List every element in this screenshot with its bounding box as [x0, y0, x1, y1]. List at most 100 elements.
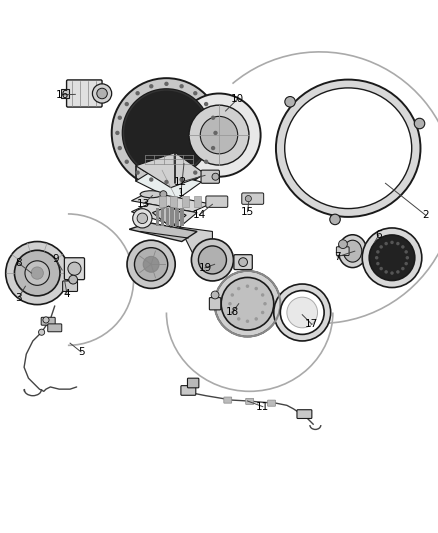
Circle shape: [261, 311, 265, 314]
FancyBboxPatch shape: [246, 398, 254, 405]
Circle shape: [117, 116, 122, 120]
Circle shape: [237, 287, 240, 290]
Circle shape: [376, 250, 380, 254]
Text: 6: 6: [375, 230, 382, 240]
Bar: [159, 197, 166, 207]
Polygon shape: [129, 223, 197, 241]
Circle shape: [39, 329, 45, 335]
Circle shape: [189, 105, 249, 165]
Circle shape: [230, 311, 234, 314]
Polygon shape: [131, 192, 210, 212]
FancyBboxPatch shape: [268, 400, 276, 406]
Polygon shape: [152, 206, 186, 227]
Circle shape: [68, 262, 81, 275]
Circle shape: [261, 293, 265, 297]
Ellipse shape: [140, 191, 162, 198]
Circle shape: [137, 213, 148, 223]
Circle shape: [134, 248, 168, 281]
Text: 18: 18: [226, 308, 239, 318]
Text: 1: 1: [177, 188, 184, 198]
Bar: [175, 208, 179, 226]
FancyBboxPatch shape: [336, 247, 349, 255]
Circle shape: [339, 240, 347, 248]
FancyBboxPatch shape: [224, 397, 232, 403]
Circle shape: [124, 90, 209, 176]
Circle shape: [127, 240, 175, 288]
Text: 17: 17: [305, 319, 318, 329]
FancyBboxPatch shape: [242, 193, 264, 204]
Circle shape: [31, 267, 43, 279]
Circle shape: [164, 82, 169, 86]
Text: 15: 15: [241, 207, 254, 217]
Circle shape: [180, 177, 184, 182]
Circle shape: [285, 96, 295, 107]
Bar: [180, 208, 184, 226]
Circle shape: [401, 245, 405, 249]
Circle shape: [330, 214, 340, 225]
Circle shape: [43, 317, 49, 323]
Circle shape: [375, 256, 378, 260]
Circle shape: [200, 116, 238, 154]
Circle shape: [164, 180, 169, 184]
Polygon shape: [136, 152, 206, 188]
Bar: [156, 208, 159, 226]
Circle shape: [149, 177, 153, 182]
Circle shape: [112, 78, 221, 188]
Text: 9: 9: [53, 254, 60, 264]
Polygon shape: [136, 170, 201, 201]
FancyBboxPatch shape: [48, 324, 62, 332]
Bar: [170, 208, 174, 226]
Circle shape: [211, 146, 215, 150]
Text: 10: 10: [231, 94, 244, 104]
Circle shape: [135, 171, 140, 175]
Circle shape: [143, 256, 159, 272]
Text: 13: 13: [137, 199, 150, 209]
Polygon shape: [131, 204, 197, 227]
Bar: [170, 197, 177, 207]
Text: 4: 4: [64, 289, 71, 299]
Circle shape: [204, 159, 208, 164]
Circle shape: [385, 242, 388, 245]
FancyBboxPatch shape: [187, 378, 199, 388]
Circle shape: [92, 84, 112, 103]
Text: 12: 12: [174, 177, 187, 187]
Circle shape: [245, 196, 251, 201]
Bar: [166, 208, 169, 226]
Circle shape: [379, 267, 383, 270]
Circle shape: [124, 102, 129, 106]
Text: 19: 19: [198, 263, 212, 273]
Circle shape: [404, 262, 408, 265]
Circle shape: [230, 293, 234, 297]
Circle shape: [239, 258, 247, 266]
Circle shape: [204, 102, 208, 106]
Bar: [161, 208, 164, 226]
Text: 5: 5: [78, 347, 85, 357]
Text: 8: 8: [15, 258, 22, 268]
FancyBboxPatch shape: [64, 258, 85, 280]
Circle shape: [379, 245, 383, 249]
Circle shape: [6, 241, 69, 304]
Circle shape: [376, 262, 380, 265]
Circle shape: [237, 317, 240, 321]
Text: 16: 16: [56, 90, 69, 100]
Circle shape: [362, 228, 422, 287]
Text: 14: 14: [193, 210, 206, 220]
Circle shape: [193, 91, 198, 95]
Circle shape: [211, 116, 215, 120]
FancyBboxPatch shape: [234, 255, 252, 270]
FancyBboxPatch shape: [41, 317, 55, 325]
Circle shape: [160, 191, 167, 198]
Circle shape: [390, 241, 394, 244]
Ellipse shape: [343, 240, 362, 262]
FancyBboxPatch shape: [297, 410, 312, 418]
Circle shape: [124, 159, 129, 164]
FancyBboxPatch shape: [201, 170, 219, 183]
Ellipse shape: [285, 88, 412, 208]
Bar: [182, 197, 189, 207]
Circle shape: [401, 267, 405, 270]
Text: 7: 7: [334, 252, 341, 262]
Circle shape: [280, 290, 324, 334]
Circle shape: [396, 270, 399, 273]
Circle shape: [221, 278, 274, 330]
Bar: [61, 89, 69, 98]
